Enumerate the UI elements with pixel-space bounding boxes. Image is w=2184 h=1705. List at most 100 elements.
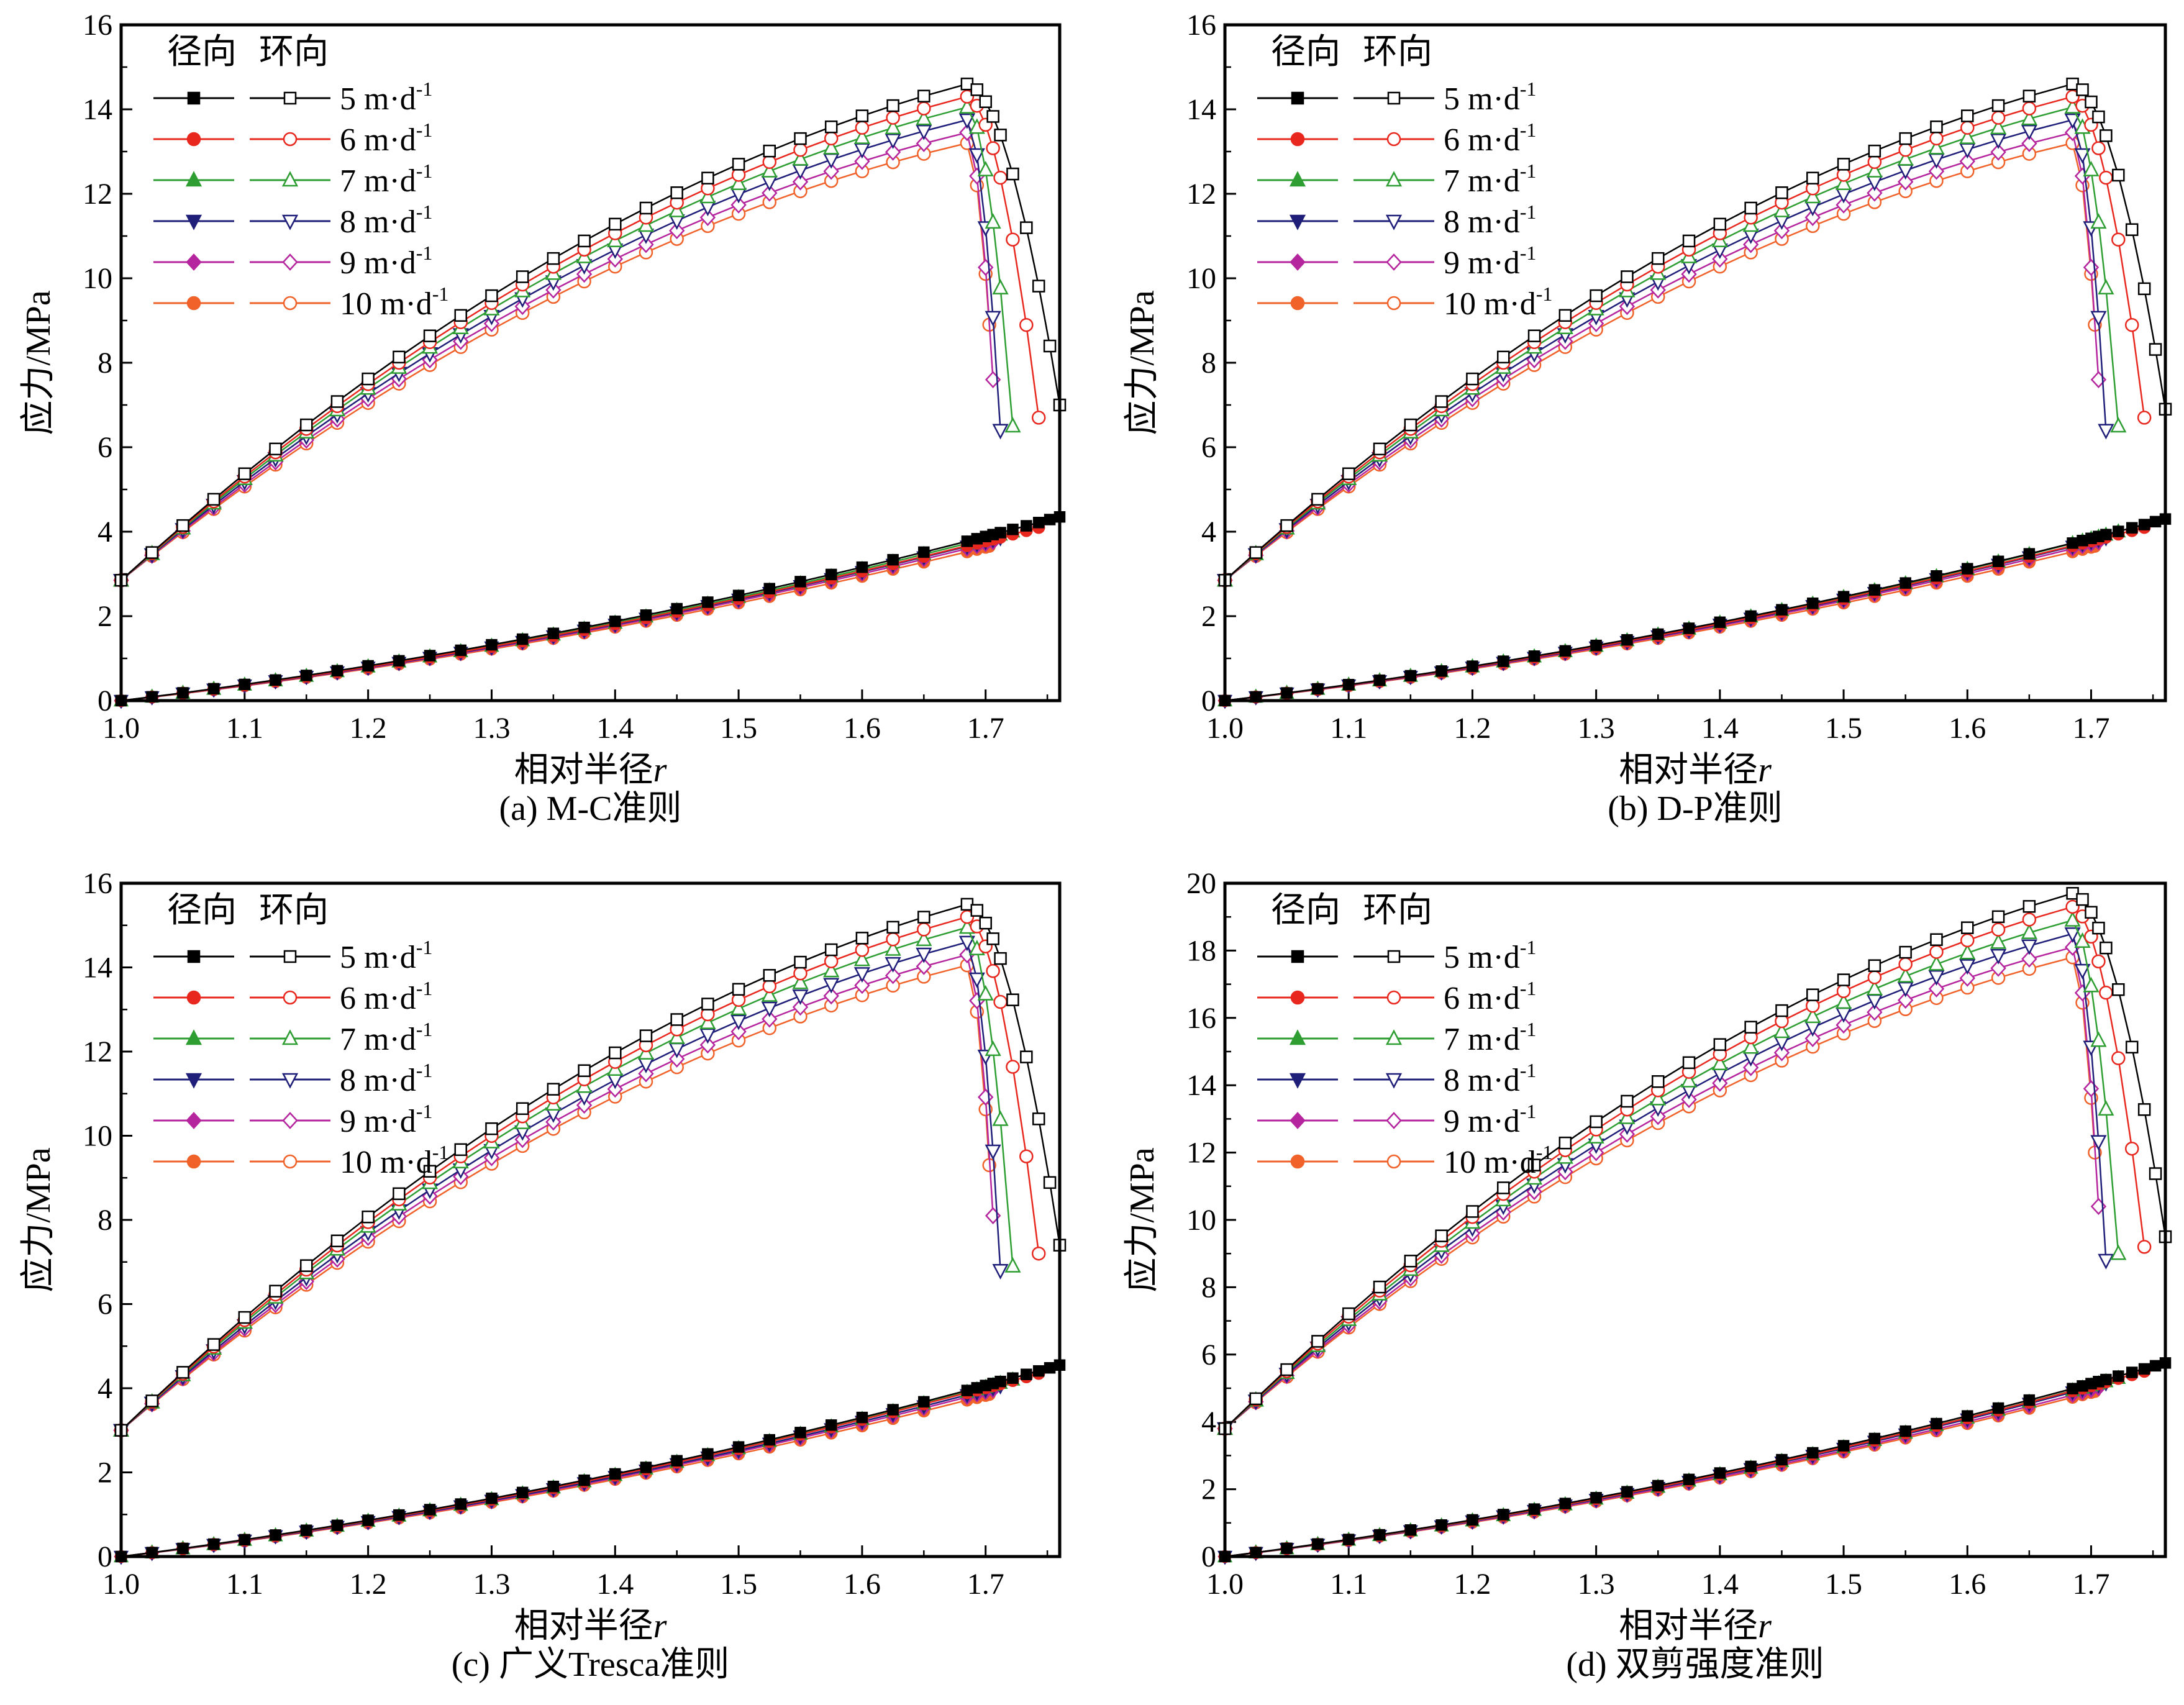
hoop-point <box>1004 417 1021 433</box>
legend-entry-sup: -1 <box>432 283 449 305</box>
radial-point <box>1837 591 1850 602</box>
hoop-point <box>1959 943 1976 960</box>
hoop-line-6 <box>1224 956 2096 1429</box>
radial-point <box>578 621 590 634</box>
hoop-point <box>699 1013 716 1029</box>
legend-radial-marker <box>185 214 202 230</box>
y-tick-label: 4 <box>98 516 112 548</box>
radial-point <box>1776 1453 1788 1466</box>
legend-radial-marker <box>1291 91 1304 105</box>
legend-hoop-marker <box>1386 1154 1401 1169</box>
hoop-point <box>1836 1016 1852 1034</box>
hoop-point <box>2112 168 2125 182</box>
hoop-point <box>1342 1307 1355 1321</box>
hoop-point <box>1435 1229 1448 1242</box>
radial-point <box>362 1514 374 1526</box>
radial-point <box>2067 1383 2078 1394</box>
y-tick-label: 14 <box>1186 93 1216 126</box>
radial-point <box>1745 1460 1757 1473</box>
x-tick-label: 1.2 <box>1454 712 1491 745</box>
y-tick-label: 6 <box>98 431 112 464</box>
radial-point <box>300 1524 312 1536</box>
legend-entry-sup: -1 <box>416 936 433 958</box>
hoop-point <box>2090 1031 2107 1047</box>
legend-hoop-marker <box>282 1112 298 1129</box>
hoop-point <box>1866 980 1883 996</box>
hoop-point <box>1897 173 1914 191</box>
radial-point <box>1590 639 1602 652</box>
radial-point <box>1776 604 1788 616</box>
hoop-point <box>794 132 807 145</box>
hoop-point <box>762 184 778 202</box>
hoop-point <box>2149 343 2162 356</box>
x-tick-label: 1.3 <box>1578 712 1615 745</box>
radial-point <box>1404 1524 1417 1536</box>
hoop-point <box>985 311 1001 327</box>
hoop-point <box>2085 906 2098 919</box>
plot-area <box>1216 77 2172 709</box>
hoop-point <box>917 911 930 924</box>
hoop-point <box>145 546 158 559</box>
hoop-point <box>2110 1244 2127 1260</box>
hoop-point <box>2076 83 2089 96</box>
y-tick-label: 2 <box>1201 600 1216 633</box>
hoop-point <box>855 120 870 135</box>
hoop-point <box>2137 1240 2152 1254</box>
hoop-point <box>2064 927 2081 943</box>
legend-entry-label: 5 m·d-1 <box>340 78 432 117</box>
y-tick-label: 10 <box>83 1120 112 1153</box>
hoop-point <box>978 1088 994 1106</box>
radial-point <box>1590 1492 1602 1504</box>
hoop-point <box>994 129 1007 142</box>
legend-hoop-marker <box>281 214 299 230</box>
legend-entry-sup: -1 <box>1520 201 1537 223</box>
hoop-point <box>761 986 778 1002</box>
hoop-point <box>960 89 975 104</box>
y-axis-label: 应力/MPa <box>19 1147 58 1292</box>
hoop-point <box>1280 1363 1293 1376</box>
radial-point <box>207 1538 220 1550</box>
radial-line-2 <box>121 1373 1039 1558</box>
hoop-point <box>886 99 899 112</box>
radial-point <box>1714 1467 1726 1479</box>
radial-point <box>1373 674 1386 686</box>
radial-point <box>547 1480 560 1493</box>
legend-radial-marker <box>1290 1154 1305 1169</box>
hoop-point <box>916 958 932 975</box>
hoop-point <box>1928 955 1945 971</box>
radial-point <box>1745 610 1757 622</box>
hoop-point <box>1773 1035 1790 1052</box>
radial-point <box>1044 1362 1056 1374</box>
radial-point <box>1312 1538 1324 1550</box>
radial-point <box>1497 655 1509 667</box>
radial-point <box>2113 1370 2124 1382</box>
hoop-point <box>668 1042 685 1058</box>
hoop-point <box>699 201 716 217</box>
legend-entry-text: 10 m·d <box>1444 286 1536 322</box>
hoop-point <box>2083 976 2100 993</box>
hoop-point <box>1775 1004 1788 1017</box>
radial-point <box>994 1375 1006 1388</box>
radial-point <box>856 561 868 573</box>
hoop-point <box>968 972 985 988</box>
radial-point <box>1807 598 1819 609</box>
y-tick-label: 6 <box>98 1288 112 1321</box>
legend-entry-label: 10 m·d-1 <box>340 1141 448 1180</box>
radial-point <box>177 1542 189 1555</box>
radial-point <box>455 1498 466 1510</box>
legend-entry-label: 8 m·d-1 <box>340 1059 432 1098</box>
hoop-point <box>609 217 622 231</box>
hoop-point <box>2064 113 2081 129</box>
hoop-point <box>2099 985 2113 1000</box>
hoop-point <box>853 967 870 983</box>
radial-point <box>609 1468 621 1480</box>
hoop-point <box>1681 1091 1697 1108</box>
x-tick-label: 1.1 <box>226 712 263 745</box>
legend-radial-marker <box>186 1112 202 1129</box>
hoop-point <box>853 128 870 144</box>
legend-radial-marker <box>186 990 201 1005</box>
legend-header-radial: 径向 <box>1271 33 1340 71</box>
y-tick-label: 0 <box>1201 1540 1216 1573</box>
radial-point <box>331 665 344 677</box>
